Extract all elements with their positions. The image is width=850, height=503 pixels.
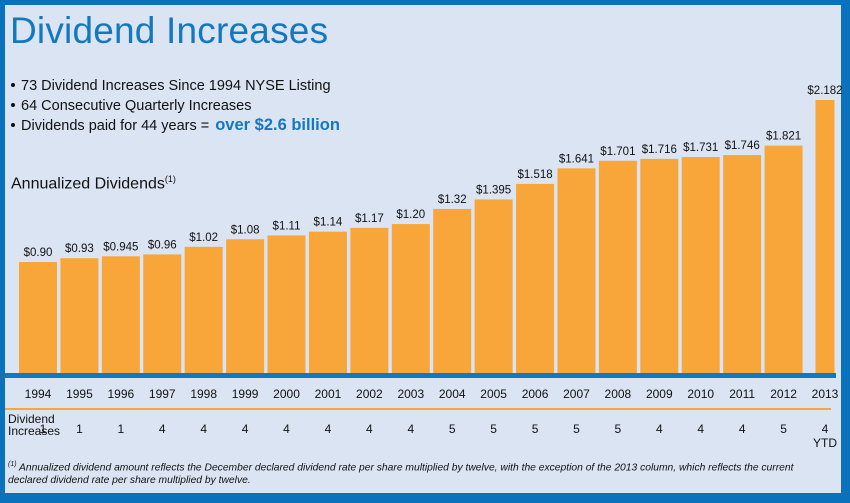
- x-tick-label: 2005: [480, 387, 507, 401]
- data-label: $0.93: [65, 243, 94, 255]
- row-divider: [5, 408, 831, 410]
- data-label: $1.20: [396, 209, 425, 221]
- x-tick-label: 2006: [522, 387, 549, 401]
- x-tick-label: 2004: [439, 387, 466, 401]
- bullet-item: 73 Dividend Increases Since 1994 NYSE Li…: [7, 77, 340, 97]
- increase-count: 1: [40, 422, 47, 436]
- footnote: (1) Annualized dividend amount reflects …: [8, 461, 794, 487]
- increase-count: 5: [490, 422, 497, 436]
- chart-title: Annualized Dividends(1): [11, 174, 176, 193]
- x-tick-label: 2002: [356, 387, 383, 401]
- bar-2013: [815, 100, 835, 373]
- data-label: $1.11: [273, 220, 301, 232]
- bar-2004: [433, 208, 472, 373]
- bar-2000: [267, 235, 306, 373]
- bar-2007: [557, 168, 596, 373]
- data-label: $2.182: [807, 85, 842, 97]
- data-label: $1.32: [438, 194, 467, 206]
- x-tick-label: 2000: [273, 387, 300, 401]
- bar-2008: [598, 160, 637, 373]
- data-label: $0.945: [103, 241, 138, 253]
- x-tick-label: 1999: [232, 387, 259, 401]
- bar-2001: [308, 231, 347, 373]
- increase-count: 4: [200, 422, 207, 436]
- bar-1997: [143, 254, 182, 373]
- data-label: $1.701: [600, 146, 635, 158]
- data-label: $0.90: [24, 247, 53, 259]
- data-label: $1.02: [189, 232, 218, 244]
- bullet-list: 73 Dividend Increases Since 1994 NYSE Li…: [7, 77, 340, 137]
- data-label: $1.395: [476, 184, 511, 196]
- x-tick-label: 1996: [107, 387, 134, 401]
- data-label: $1.716: [642, 144, 677, 156]
- bullet-item: 64 Consecutive Quarterly Increases: [7, 97, 340, 117]
- x-tick-label: 2008: [605, 387, 632, 401]
- x-tick-label: 1995: [66, 387, 93, 401]
- footnote-marker: (1): [164, 174, 176, 184]
- bar-2003: [391, 224, 430, 373]
- bullet-item: Dividends paid for 44 years = over $2.6 b…: [7, 116, 340, 137]
- x-tick-label: 2001: [315, 387, 342, 401]
- bar-1999: [226, 239, 265, 373]
- increase-count: 5: [615, 422, 622, 436]
- bullet-dot-icon: [11, 83, 15, 87]
- increase-count: 5: [532, 422, 539, 436]
- ytd-note: YTD: [813, 436, 837, 450]
- x-tick-label: 2013: [812, 387, 839, 401]
- increase-count: 5: [449, 422, 456, 436]
- bar-2002: [350, 227, 389, 373]
- increase-count: 4: [159, 422, 166, 436]
- increase-count: 1: [117, 422, 124, 436]
- increases-row-label-line1: Dividend: [8, 412, 55, 426]
- data-label: $1.821: [766, 131, 801, 143]
- bar-1995: [60, 258, 99, 373]
- increase-count: 4: [407, 422, 414, 436]
- x-tick-label: 1998: [190, 387, 217, 401]
- x-tick-label: 1994: [25, 387, 52, 401]
- bar-2010: [681, 156, 720, 373]
- bar-2005: [474, 199, 513, 373]
- increase-count: 4: [656, 422, 663, 436]
- page-title: Dividend Increases: [10, 10, 329, 51]
- increase-count: 4: [822, 422, 829, 436]
- x-tick-label: 2009: [646, 387, 673, 401]
- increase-count: 4: [366, 422, 373, 436]
- increase-count: 1: [76, 422, 83, 436]
- data-label: $0.96: [148, 239, 177, 251]
- bullet-dot-icon: [11, 123, 15, 127]
- bar-2011: [723, 155, 762, 373]
- bar-2006: [516, 183, 555, 373]
- data-label: $1.731: [683, 142, 718, 154]
- data-label: $1.17: [355, 213, 384, 225]
- increase-count: 4: [325, 422, 332, 436]
- data-label: $1.14: [314, 217, 343, 229]
- increase-count: 5: [573, 422, 580, 436]
- data-label: $1.746: [725, 140, 760, 152]
- increase-count: 4: [283, 422, 290, 436]
- bar-1996: [101, 256, 140, 373]
- x-tick-label: 2003: [397, 387, 424, 401]
- bar-2012: [764, 145, 803, 373]
- increase-count: 5: [780, 422, 787, 436]
- x-tick-label: 2010: [687, 387, 714, 401]
- x-tick-label: 2007: [563, 387, 590, 401]
- data-label: $1.08: [231, 224, 260, 236]
- bullet-dot-icon: [11, 102, 15, 107]
- increase-count: 4: [242, 422, 249, 436]
- increases-row-label-line2: Increases: [8, 424, 60, 438]
- x-axis-line: [5, 373, 836, 378]
- data-label: $1.641: [559, 153, 594, 165]
- x-tick-label: 1997: [149, 387, 176, 401]
- highlight-total: over $2.6 billion: [215, 116, 340, 134]
- increase-count: 4: [739, 422, 746, 436]
- bar-1994: [19, 262, 57, 373]
- x-tick-label: 2011: [729, 387, 755, 401]
- bar-2009: [640, 158, 679, 373]
- x-tick-label: 2012: [770, 387, 797, 401]
- increase-count: 4: [697, 422, 704, 436]
- bar-1998: [184, 246, 223, 373]
- data-label: $1.518: [517, 169, 552, 181]
